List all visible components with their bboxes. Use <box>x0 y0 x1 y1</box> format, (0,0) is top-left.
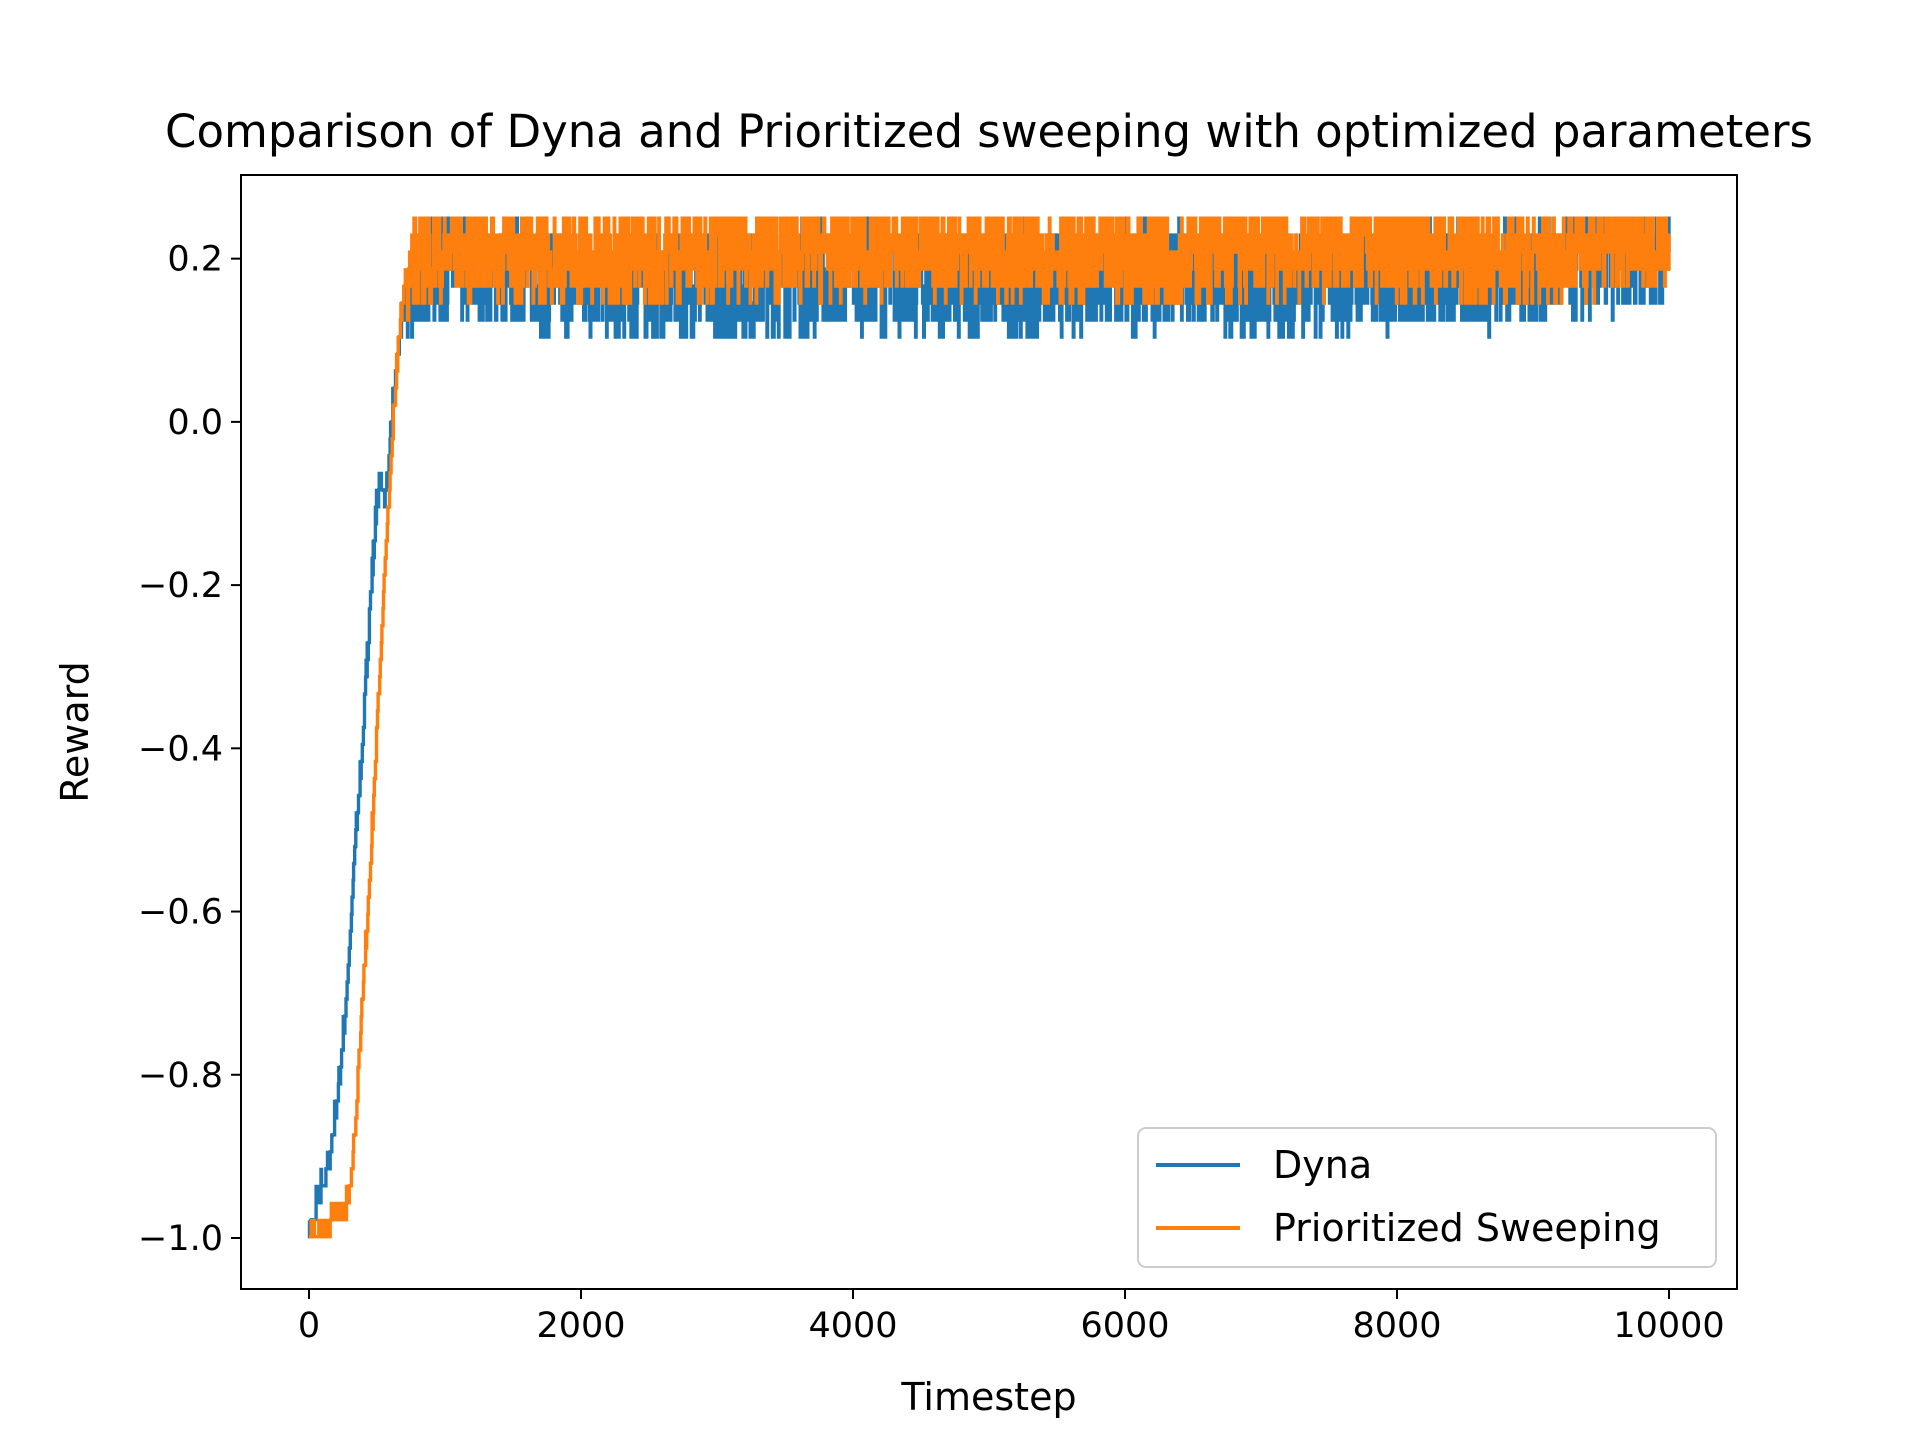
x-tick-label: 10000 <box>1613 1306 1724 1346</box>
x-axis: 0 2000 4000 6000 8000 10000 <box>298 1289 1725 1346</box>
y-tick-label: 0.0 <box>167 403 223 443</box>
series-line-prioritized-sweeping <box>309 216 1671 1239</box>
legend-box <box>1137 1127 1717 1268</box>
y-tick-label: 0.2 <box>167 240 223 280</box>
x-axis-label: Timestep <box>900 1375 1076 1419</box>
y-tick-label: −0.4 <box>138 729 223 769</box>
legend: Dyna Prioritized Sweeping <box>1137 1127 1717 1268</box>
axes-frame <box>240 174 1738 1290</box>
legend-label: Prioritized Sweeping <box>1273 1206 1661 1250</box>
y-axis-label: Reward <box>53 661 97 803</box>
y-tick-label: −0.6 <box>138 893 223 933</box>
y-axis: −1.0 −0.8 −0.6 −0.4 −0.2 0.0 0.2 <box>138 240 241 1259</box>
x-tick-label: 2000 <box>536 1306 625 1346</box>
x-tick-label: 8000 <box>1352 1306 1441 1346</box>
y-tick-label: −0.8 <box>138 1056 223 1096</box>
y-tick-label: −0.2 <box>138 566 223 606</box>
x-tick-label: 0 <box>298 1306 320 1346</box>
plot-area <box>307 216 1671 1239</box>
legend-label: Dyna <box>1273 1143 1372 1187</box>
x-tick-label: 6000 <box>1080 1306 1169 1346</box>
chart-title: Comparison of Dyna and Prioritized sweep… <box>165 105 1813 158</box>
x-tick-label: 4000 <box>808 1306 897 1346</box>
series-line-dyna <box>307 216 1671 1239</box>
y-tick-label: −1.0 <box>138 1219 223 1259</box>
